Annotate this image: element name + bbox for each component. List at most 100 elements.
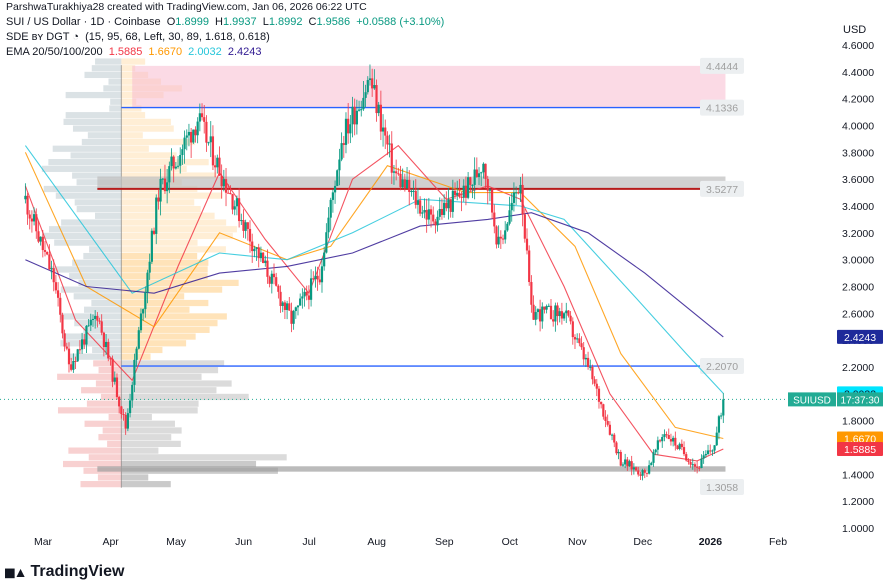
candle-body (152, 230, 156, 234)
profile-bar (121, 306, 190, 313)
candle-body (569, 315, 572, 322)
candle-body (554, 305, 557, 322)
candle-body (246, 222, 249, 229)
candle-body (443, 202, 446, 215)
tradingview-logo[interactable]: ◼▲ TradingView (4, 563, 124, 581)
profile-left-bar (70, 152, 122, 159)
symbol-title[interactable]: SUI / US Dollar · 1D · Coinbase (6, 16, 161, 28)
x-tick-label: Sep (435, 536, 454, 548)
candle-body (360, 109, 363, 111)
sde-label[interactable]: SDE ʙʏ DGT ◔ (6, 31, 80, 43)
profile-left-bar (65, 91, 122, 99)
candle-body (163, 178, 167, 192)
price-tag-box (837, 431, 883, 446)
ema-label[interactable]: EMA 20/50/100/200 (6, 46, 103, 58)
candle-body (471, 184, 474, 186)
candle-body (41, 236, 44, 251)
x-tick-label: Apr (102, 536, 119, 548)
candle-body (59, 297, 62, 315)
candle-body (364, 92, 367, 98)
candle-body (24, 195, 27, 200)
candle-body (545, 306, 548, 310)
profile-left-bar (81, 387, 122, 394)
candle-body (669, 439, 673, 442)
candle-body (414, 190, 417, 205)
profile-left-bar (74, 320, 122, 327)
profile-bar (121, 232, 233, 240)
profile-left-bar (73, 293, 122, 300)
candle-body (482, 163, 485, 173)
candle-body (107, 341, 110, 359)
candle-body (120, 406, 123, 415)
candle-body (536, 309, 540, 313)
credit-text: ParshwaTurakhiya28 created with TradingV… (6, 1, 367, 13)
candle-body (467, 177, 470, 198)
candle-body (338, 159, 341, 171)
profile-left-bar (108, 78, 122, 85)
profile-left-bar (50, 266, 122, 273)
candle-body (384, 127, 387, 136)
candle-body (438, 209, 441, 217)
candle-body (519, 184, 522, 194)
x-tick-label: Mar (34, 536, 53, 548)
price-tag-label: 1.5885 (844, 444, 876, 456)
candle-body (89, 319, 92, 326)
candle-body (464, 185, 468, 198)
candle-body (80, 339, 84, 350)
candle-body (155, 197, 158, 234)
candle-body (480, 172, 483, 174)
ema100-value: 2.0032 (188, 46, 222, 58)
candle-body (194, 129, 197, 136)
candle-body (185, 135, 188, 138)
profile-left-bar (54, 239, 122, 246)
tradingview-mark-icon: ◼▲ (4, 563, 28, 580)
candle-body (259, 252, 263, 259)
candle-body (672, 437, 675, 442)
price-axis[interactable]: USD 4.6000 4.4000 4.2000 4.0000 3.8000 3.6000 3… (842, 24, 874, 535)
candle-body (336, 170, 339, 186)
candle-body (299, 298, 302, 306)
candle-body (109, 358, 112, 360)
candle-body (316, 275, 319, 280)
candle-body (510, 202, 513, 211)
candle-body (52, 268, 55, 283)
x-tick-label: Dec (633, 536, 652, 548)
candle-body (307, 295, 311, 300)
profile-bar (121, 440, 181, 447)
profile-left-bar (95, 380, 122, 387)
candle-body (61, 314, 64, 334)
profile-left-bar (84, 71, 122, 79)
candle-body (353, 106, 356, 125)
candle-body (416, 200, 420, 205)
candle-body (410, 191, 413, 193)
profile-left-bar (62, 460, 122, 468)
profile-bar (121, 152, 177, 159)
profile-bar (121, 212, 215, 219)
candle-body (142, 309, 145, 314)
high-value: 1.9937 (222, 16, 257, 28)
level-label-box (700, 180, 744, 197)
candle-body (94, 315, 97, 319)
profile-left-bar (41, 165, 122, 172)
candle-body (183, 137, 186, 150)
candle-body (556, 305, 559, 317)
candle-body (643, 470, 646, 473)
candle-body (608, 424, 611, 435)
candle-body (650, 462, 653, 466)
candle-body (530, 282, 533, 305)
candle-body (576, 338, 579, 340)
candle-body (268, 276, 271, 284)
candle-body (124, 414, 127, 429)
profile-bar (121, 138, 196, 146)
candle-body (174, 166, 177, 169)
candle-body (429, 209, 433, 215)
y-tick-label: 4.0000 (842, 121, 874, 133)
candle-body (641, 470, 644, 476)
y-tick-label: 3.4000 (842, 201, 874, 213)
candle-body (253, 249, 256, 252)
time-axis[interactable]: Mar Apr May Jun Jul Aug Sep Oct Nov Dec 2026 Feb (34, 536, 787, 548)
candle-body (436, 216, 439, 226)
price-tag-label: 2.4243 (844, 332, 876, 344)
candle-body (477, 173, 481, 178)
